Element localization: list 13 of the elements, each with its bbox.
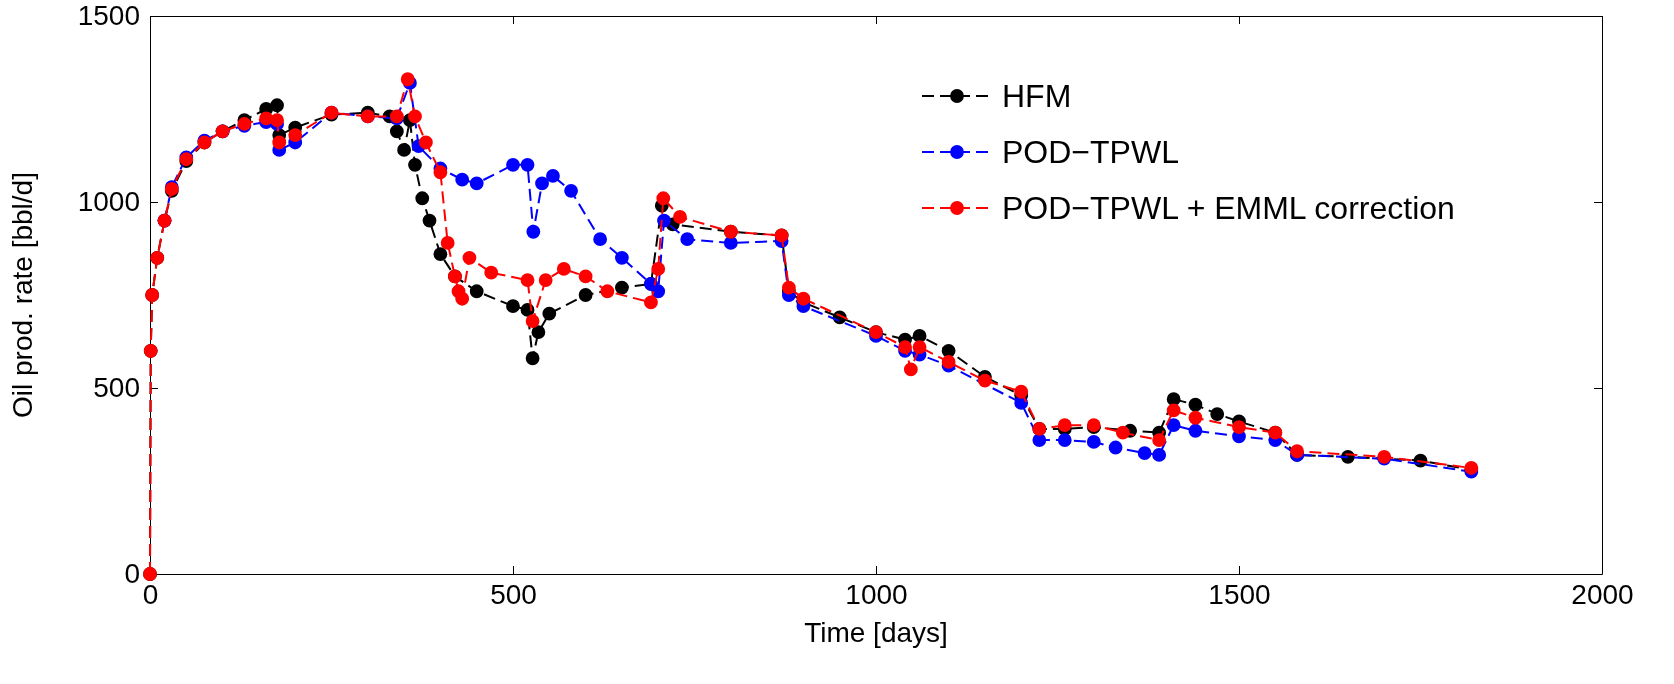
- x-tick-label: 1500: [1208, 578, 1271, 610]
- y-tick-label: 500: [93, 372, 140, 404]
- y-tick-label: 1500: [77, 0, 140, 32]
- y-tick-label: 0: [124, 558, 140, 590]
- x-tick-label: 1000: [845, 578, 908, 610]
- legend-label: POD−TPWL + EMML correction: [1002, 190, 1455, 227]
- x-tick-label: 2000: [1571, 578, 1634, 610]
- x-tick-label: 500: [490, 578, 537, 610]
- y-axis-title: Oil prod. rate [bbl/d]: [7, 172, 38, 418]
- x-axis-title: Time [days]: [804, 617, 948, 648]
- legend-label: POD−TPWL: [1002, 134, 1179, 171]
- y-tick-label: 1000: [77, 186, 140, 218]
- legend-label: HFM: [1002, 78, 1072, 115]
